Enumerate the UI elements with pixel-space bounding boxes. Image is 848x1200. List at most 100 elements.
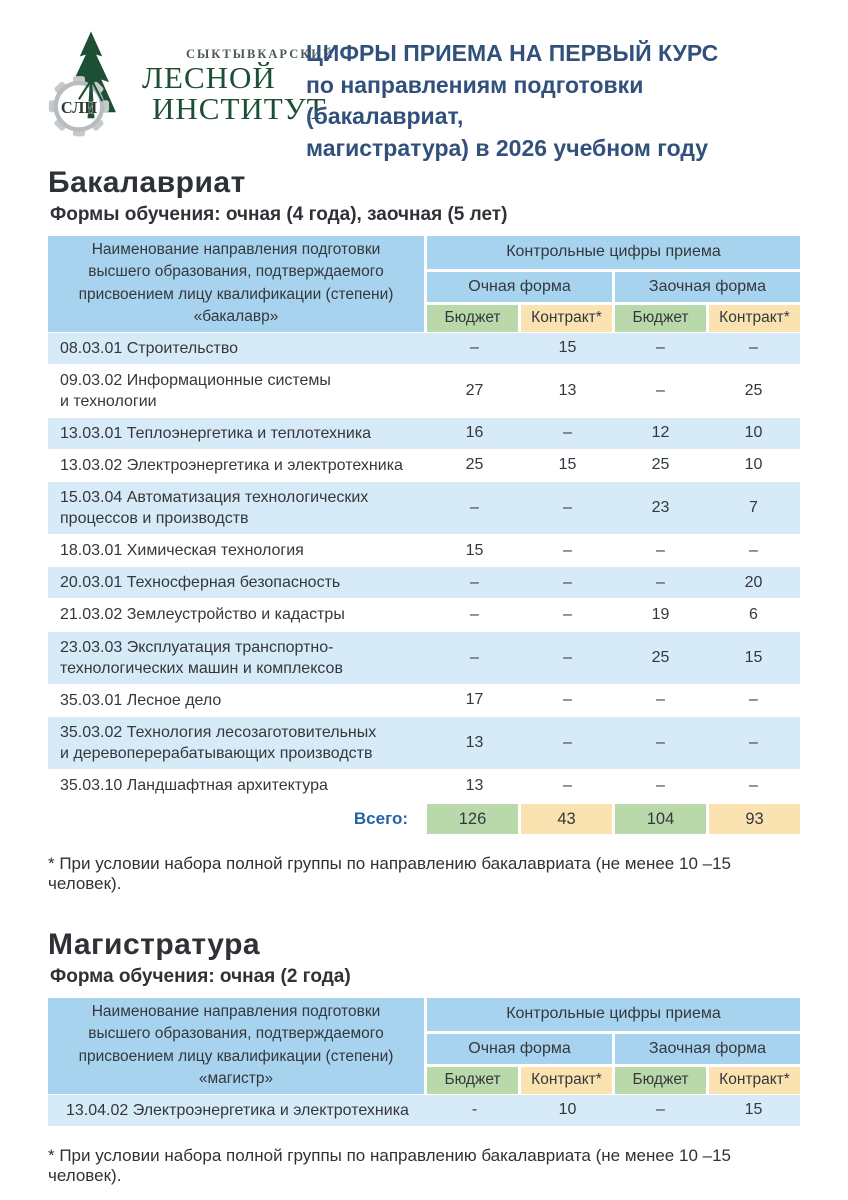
value-contract-full: – [563, 573, 572, 591]
value-budget-full: – [470, 648, 479, 666]
value-contract-part: 10 [744, 456, 763, 474]
value-contract-part: – [749, 776, 758, 794]
value-contract-full: 13 [558, 381, 577, 399]
column-header-budget-part: Бюджет [615, 304, 706, 332]
total-budget-part: 104 [615, 804, 706, 835]
value-budget-full: – [470, 339, 479, 357]
value-budget-part: 25 [651, 456, 670, 474]
totals-row: Всего: 126 43 104 93 [48, 804, 800, 835]
bachelor-footnote: * При условии набора полной группы по на… [48, 854, 731, 894]
column-header-program: Наименование направления подготовки высш… [48, 235, 424, 332]
column-header-contract-full: Контракт* [521, 304, 612, 332]
value-contract-part: 10 [744, 424, 763, 442]
value-contract-part: 25 [744, 381, 763, 399]
table-row: 09.03.02 Информационные системы и технол… [48, 365, 800, 417]
value-contract-part: – [749, 541, 758, 559]
value-budget-full: - [471, 1101, 478, 1119]
value-contract-full: – [563, 606, 572, 624]
column-header-admission-figures: Контрольные цифры приема [427, 235, 800, 269]
value-budget-full: 25 [465, 456, 484, 474]
value-budget-full: – [470, 606, 479, 624]
column-header-contract-part: Контракт* [709, 1066, 800, 1094]
value-contract-full: – [563, 691, 572, 709]
table-row: 15.03.04 Автоматизация технологических п… [48, 482, 800, 535]
table-row: 18.03.01 Химическая технология 15 – – – [48, 535, 800, 566]
value-budget-full: 27 [465, 381, 484, 399]
bachelor-section: Бакалавриат Формы обучения: очная (4 год… [48, 166, 800, 894]
program-name: 08.03.01 Строительство [60, 339, 239, 357]
program-name: 23.03.03 Эксплуатация транспортно- техно… [60, 638, 343, 677]
master-table-header: Наименование направления подготовки высш… [48, 997, 800, 1094]
value-budget-full: – [470, 499, 479, 517]
column-header-admission-figures: Контрольные цифры приема [427, 997, 800, 1031]
value-contract-full: 10 [558, 1101, 577, 1119]
value-budget-full: – [470, 573, 479, 591]
value-contract-part: – [749, 339, 758, 357]
logo-city: СЫКТЫВКАРСКИЙ [186, 46, 335, 61]
value-budget-full: 13 [465, 776, 484, 794]
institute-logo: СЛИ СЫКТЫВКАРСКИЙ ЛЕСНОЙ ИНСТИТУТ [48, 26, 333, 140]
table-row: 13.04.02 Электроэнергетика и электротехн… [48, 1094, 800, 1126]
value-contract-full: – [563, 541, 572, 559]
program-name: 13.03.01 Теплоэнергетика и теплотехника [60, 424, 372, 442]
table-row: 20.03.01 Техносферная безопасность – – –… [48, 567, 800, 599]
page-title: ЦИФРЫ ПРИЕМА НА ПЕРВЫЙ КУРС по направлен… [306, 38, 800, 165]
column-group-fulltime: Очная форма [427, 271, 612, 302]
value-contract-part: – [749, 691, 758, 709]
bachelor-heading: Бакалавриат [48, 166, 246, 199]
title-line-3: магистратура) в 2026 учебном году [306, 135, 708, 162]
program-name: 13.04.02 Электроэнергетика и электротехн… [66, 1101, 409, 1119]
table-row: 23.03.03 Эксплуатация транспортно- техно… [48, 631, 800, 684]
value-contract-part: 6 [749, 606, 758, 624]
program-name: 35.03.10 Ландшафтная архитектура [60, 777, 328, 795]
logo-line2: ИНСТИТУТ [152, 91, 327, 127]
value-contract-full: 15 [558, 339, 577, 357]
value-contract-full: – [563, 499, 572, 517]
table-row: 13.03.01 Теплоэнергетика и теплотехника … [48, 417, 800, 449]
value-budget-full: 16 [465, 424, 484, 442]
value-budget-part: – [656, 573, 665, 591]
logo-line1: ЛЕСНОЙ [142, 60, 276, 96]
value-contract-part: 15 [744, 648, 763, 666]
header: СЛИ СЫКТЫВКАРСКИЙ ЛЕСНОЙ ИНСТИТУТ ЦИФРЫ … [48, 26, 800, 161]
title-line-2: по направлениям подготовки (бакалавриат, [306, 71, 644, 130]
logo-wordmark: СЫКТЫВКАРСКИЙ ЛЕСНОЙ ИНСТИТУТ [142, 42, 335, 125]
tree-gear-emblem-icon: СЛИ [48, 31, 116, 137]
bachelor-table-header: Наименование направления подготовки высш… [48, 235, 800, 332]
value-contract-part: – [749, 734, 758, 752]
totals-label: Всего: [353, 809, 408, 829]
master-footnote: * При условии набора полной группы по на… [48, 1145, 731, 1185]
program-name: 13.03.02 Электроэнергетика и электротехн… [60, 456, 403, 474]
table-row: 35.03.02 Технология лесозаготовительных … [48, 716, 800, 770]
program-name: 35.03.02 Технология лесозаготовительных … [60, 723, 377, 763]
table-row: 08.03.01 Строительство – 15 – – [48, 332, 800, 364]
value-contract-full: – [563, 424, 572, 442]
value-contract-part: 20 [744, 573, 763, 591]
value-budget-part: 19 [651, 606, 670, 624]
title-line-1: ЦИФРЫ ПРИЕМА НА ПЕРВЫЙ КУРС [306, 40, 719, 66]
bachelor-subheading: Формы обучения: очная (4 года), заочная … [50, 203, 508, 225]
column-group-fulltime: Очная форма [427, 1033, 612, 1064]
program-name: 18.03.01 Химическая технология [60, 542, 304, 560]
column-header-contract-full: Контракт* [521, 1066, 612, 1094]
total-budget-full: 126 [427, 804, 518, 835]
value-contract-full: – [563, 648, 572, 666]
program-name: 35.03.01 Лесное дело [60, 691, 222, 709]
value-budget-full: 13 [465, 734, 484, 752]
column-group-parttime: Заочная форма [615, 271, 800, 302]
value-budget-part: 25 [651, 648, 670, 666]
value-budget-part: – [656, 776, 665, 794]
table-row: 13.03.02 Электроэнергетика и электротехн… [48, 450, 800, 481]
value-budget-part: – [656, 541, 665, 559]
bachelor-table-body: 08.03.01 Строительство – 15 – – 09.03.02… [48, 332, 800, 802]
value-contract-part: 7 [749, 499, 758, 517]
program-name: 21.03.02 Землеустройство и кадастры [60, 606, 345, 624]
master-section: Магистратура Форма обучения: очная (2 го… [48, 928, 800, 1186]
column-header-contract-part: Контракт* [709, 304, 800, 332]
table-row: 21.03.02 Землеустройство и кадастры – – … [48, 599, 800, 630]
column-header-budget-part: Бюджет [615, 1066, 706, 1094]
value-budget-part: – [656, 734, 665, 752]
column-header-budget-full: Бюджет [427, 1066, 518, 1094]
value-budget-part: 12 [651, 424, 670, 442]
